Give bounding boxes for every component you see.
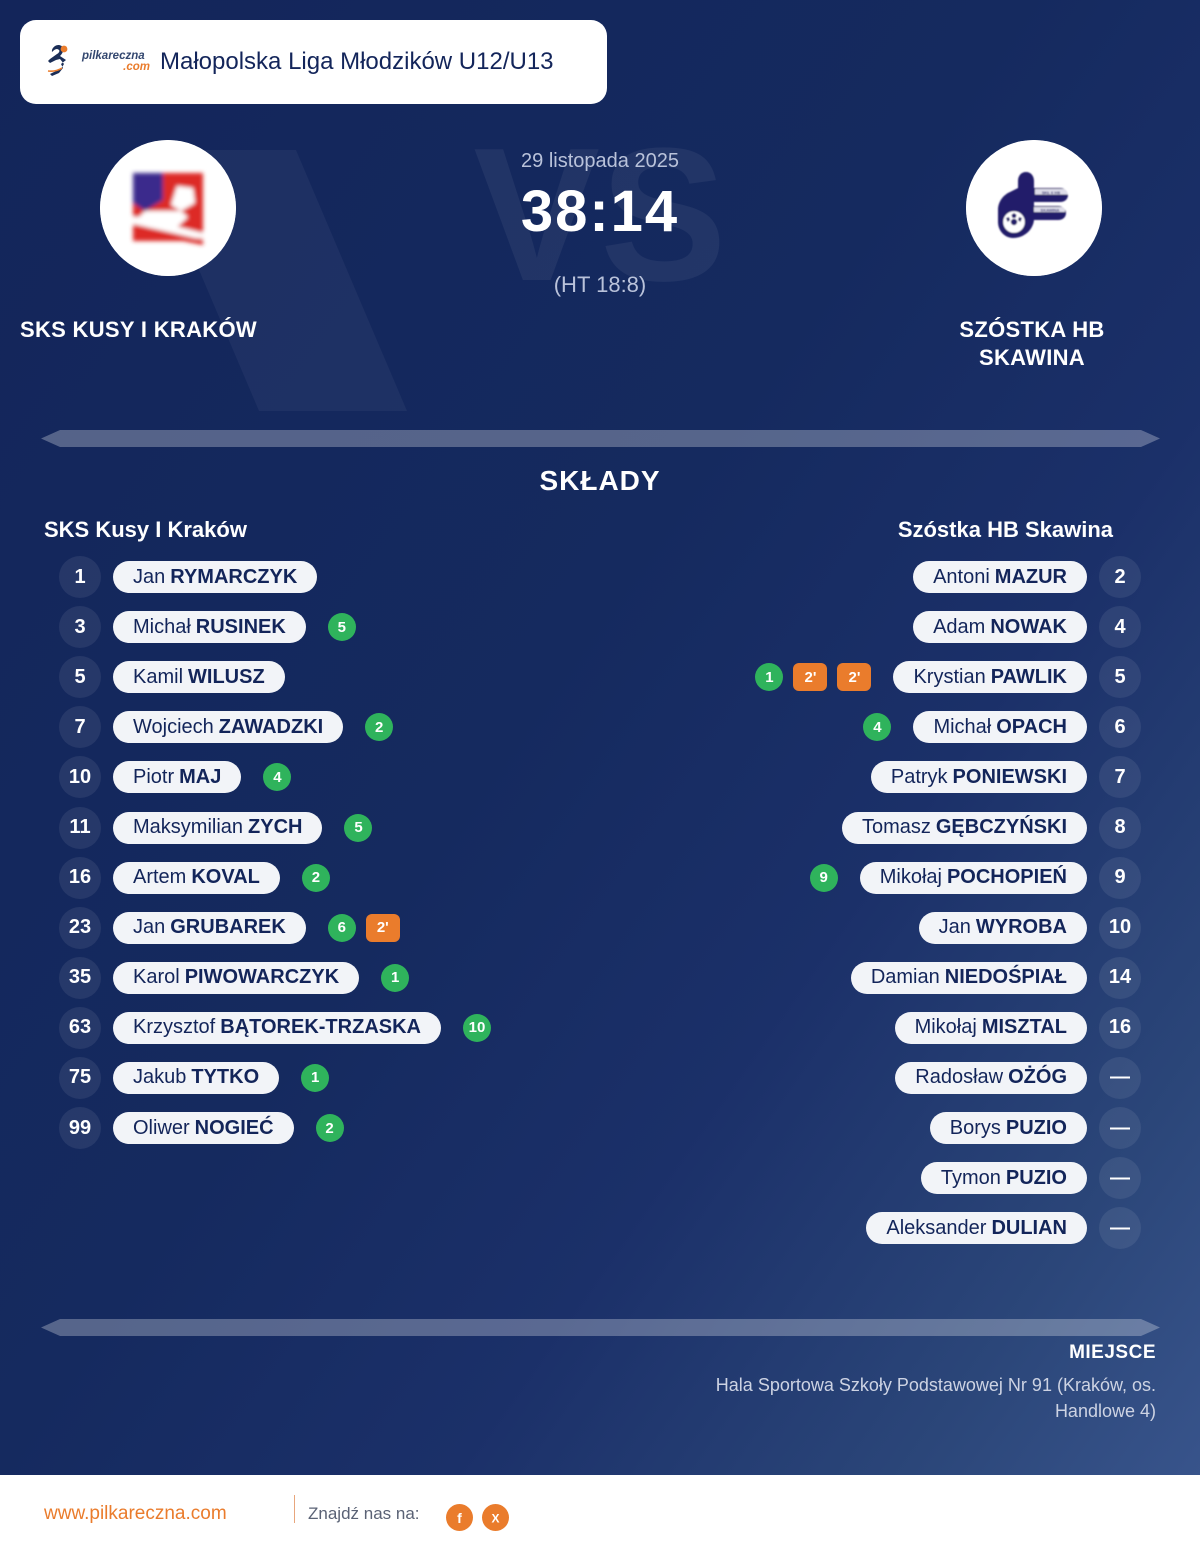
svg-text:X: X <box>491 1512 499 1526</box>
svg-text:SKAWINA: SKAWINA <box>1041 208 1060 213</box>
svg-text:SKŁ 6 HB: SKŁ 6 HB <box>1042 190 1060 195</box>
svg-text:f: f <box>457 1510 462 1526</box>
